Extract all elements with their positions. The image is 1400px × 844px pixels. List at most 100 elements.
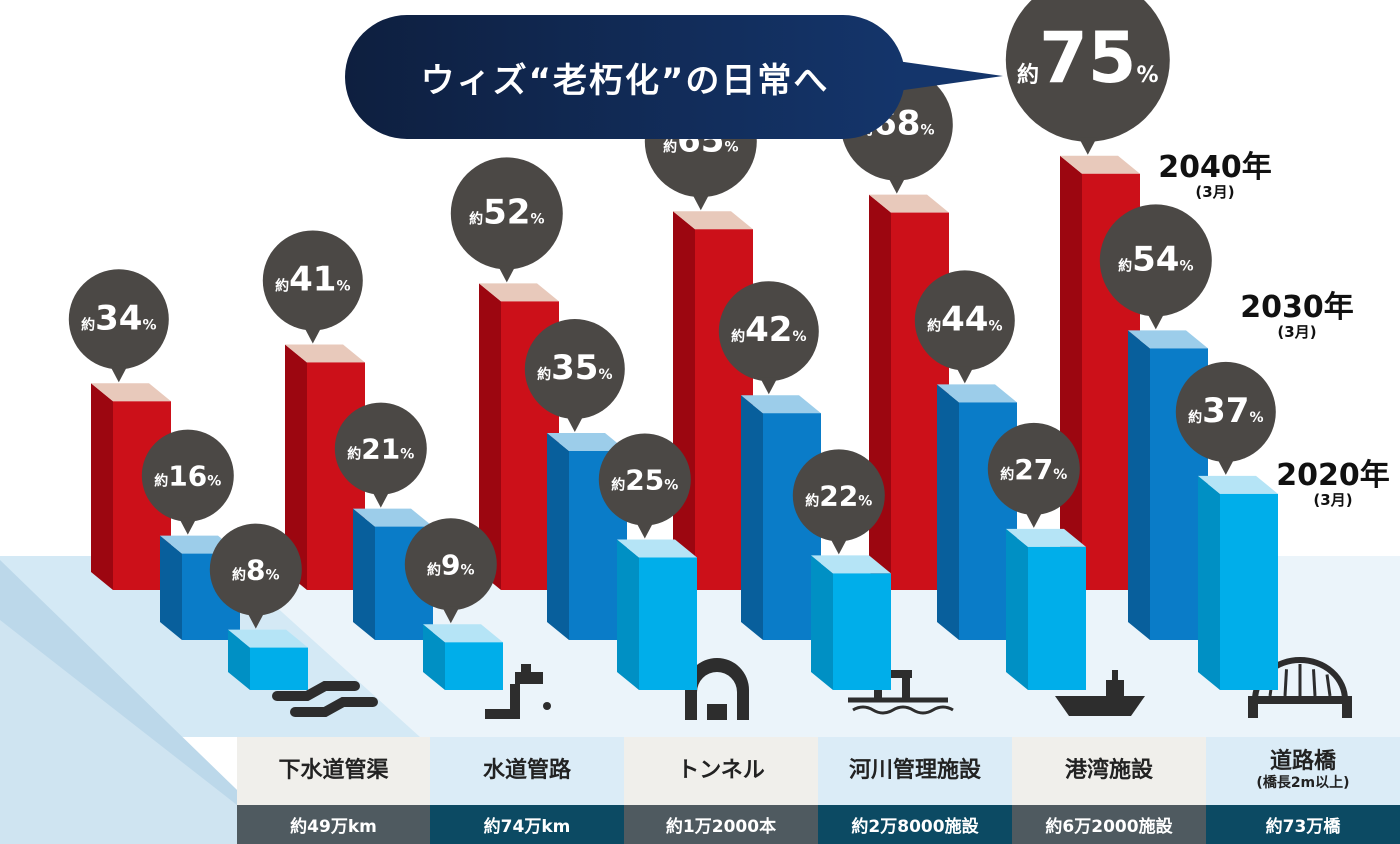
value-unit: % bbox=[266, 568, 280, 584]
value-prefix: 約 bbox=[663, 138, 677, 155]
stock-water: 約74万km bbox=[430, 805, 624, 844]
bar-top bbox=[353, 508, 433, 527]
bubble-circle bbox=[524, 319, 625, 419]
bubble-circle bbox=[404, 518, 497, 611]
value-bubble-mid-3: 約42% bbox=[718, 281, 819, 395]
bar-light-1 bbox=[423, 624, 503, 690]
value-label: 約8% bbox=[232, 554, 280, 587]
value-number: 52 bbox=[483, 192, 530, 232]
value-number: 9 bbox=[441, 548, 460, 581]
bridge-hanger bbox=[1283, 669, 1288, 697]
bar-side bbox=[285, 344, 307, 590]
legend-2030: 2030年 (3月) bbox=[1232, 292, 1362, 341]
chart-title: ウィズ“老朽化”の日常へ bbox=[420, 60, 830, 101]
bar-side bbox=[937, 384, 959, 640]
category-header-port: 港湾施設 bbox=[1012, 737, 1206, 805]
value-label: 約35% bbox=[537, 348, 612, 388]
value-number: 27 bbox=[1014, 453, 1053, 486]
faucet-pipe bbox=[485, 684, 520, 719]
ship-cabin bbox=[1106, 680, 1124, 696]
value-label: 約41% bbox=[275, 259, 350, 299]
value-bubble-light-4: 約27% bbox=[987, 422, 1080, 528]
bubble-circle bbox=[141, 429, 234, 522]
legend-2030-month: (3月) bbox=[1277, 323, 1317, 341]
bubble-pointer bbox=[178, 517, 197, 535]
stock-port: 約6万2000施設 bbox=[1012, 805, 1206, 844]
bridge-hanger bbox=[1325, 674, 1332, 697]
water-faucet-icon bbox=[485, 664, 551, 719]
value-prefix: 約 bbox=[154, 473, 168, 490]
bar-side bbox=[741, 395, 763, 640]
bar-top bbox=[547, 433, 627, 451]
bubble-pointer bbox=[635, 521, 654, 539]
stock-river: 約2万8000施設 bbox=[818, 805, 1012, 844]
bubble-circle bbox=[914, 270, 1015, 371]
bubble-pointer bbox=[371, 490, 390, 508]
bar-front bbox=[833, 573, 891, 690]
bar-top bbox=[1060, 155, 1140, 174]
value-bubble-light-0: 約8% bbox=[209, 523, 302, 629]
bar-side bbox=[811, 555, 833, 690]
bar-top bbox=[1128, 330, 1208, 349]
stock-sewer: 約49万km bbox=[237, 805, 430, 844]
bridge-hanger bbox=[1312, 669, 1317, 697]
value-number: 21 bbox=[361, 433, 400, 466]
value-prefix: 約 bbox=[275, 277, 289, 294]
value-number: 8 bbox=[246, 554, 265, 587]
value-label: 約34% bbox=[81, 298, 156, 338]
bar-side bbox=[869, 194, 891, 590]
bar-mid-4 bbox=[937, 384, 1017, 640]
bar-top bbox=[741, 395, 821, 414]
bubble-circle bbox=[68, 269, 169, 370]
bubble-circle bbox=[1099, 204, 1212, 317]
stock-bridge: 約73万橋 bbox=[1206, 805, 1400, 844]
ship-hull bbox=[1055, 696, 1145, 716]
value-label: 約25% bbox=[611, 464, 678, 497]
value-prefix: 約 bbox=[731, 328, 745, 345]
value-bubble-light-2: 約25% bbox=[598, 433, 691, 539]
bubble-circle bbox=[334, 402, 427, 495]
legend-2040-year: 2040年 bbox=[1158, 150, 1272, 185]
bar-front bbox=[445, 642, 503, 690]
bubble-pointer bbox=[109, 365, 128, 383]
value-unit: % bbox=[400, 447, 414, 463]
value-prefix: 約 bbox=[81, 316, 95, 333]
bar-side bbox=[479, 283, 501, 590]
bubble-circle bbox=[718, 281, 819, 382]
value-unit: % bbox=[920, 123, 934, 139]
value-unit: % bbox=[664, 478, 678, 494]
bar-side bbox=[1198, 475, 1220, 690]
bubble-circle bbox=[1005, 0, 1170, 142]
faucet-body bbox=[515, 672, 543, 684]
value-prefix: 約 bbox=[1000, 466, 1014, 483]
bubble-pointer bbox=[759, 377, 778, 395]
value-bubble-mid-0: 約16% bbox=[141, 429, 234, 535]
value-number: 16 bbox=[168, 460, 207, 493]
value-number: 35 bbox=[551, 348, 598, 388]
value-unit: % bbox=[461, 562, 475, 578]
value-number: 42 bbox=[745, 310, 792, 350]
value-unit: % bbox=[858, 493, 872, 509]
bar-top bbox=[937, 384, 1017, 403]
stock-tunnel: 約1万2000本 bbox=[624, 805, 818, 844]
value-label: 約37% bbox=[1188, 391, 1263, 431]
bubble-pointer bbox=[1146, 312, 1165, 330]
bar-side bbox=[423, 624, 445, 690]
value-prefix: 約 bbox=[537, 366, 551, 383]
bar-top bbox=[479, 283, 559, 302]
bar-front bbox=[1220, 493, 1278, 690]
value-bubble-red-5: 約75% bbox=[1005, 0, 1170, 155]
bar-light-5 bbox=[1198, 475, 1278, 690]
value-bubble-mid-2: 約35% bbox=[524, 319, 625, 432]
bridge-pier bbox=[1342, 696, 1352, 718]
floor-edge-strip bbox=[0, 560, 237, 805]
icon-layer bbox=[272, 657, 1352, 720]
bubble-circle bbox=[598, 433, 691, 526]
bar-side bbox=[673, 211, 695, 590]
bar-top bbox=[228, 629, 308, 648]
value-prefix: 約 bbox=[469, 210, 483, 227]
bar-top bbox=[673, 211, 753, 230]
bubble-pointer bbox=[441, 606, 460, 624]
bubble-pointer bbox=[1078, 137, 1097, 155]
value-unit: % bbox=[792, 329, 806, 345]
